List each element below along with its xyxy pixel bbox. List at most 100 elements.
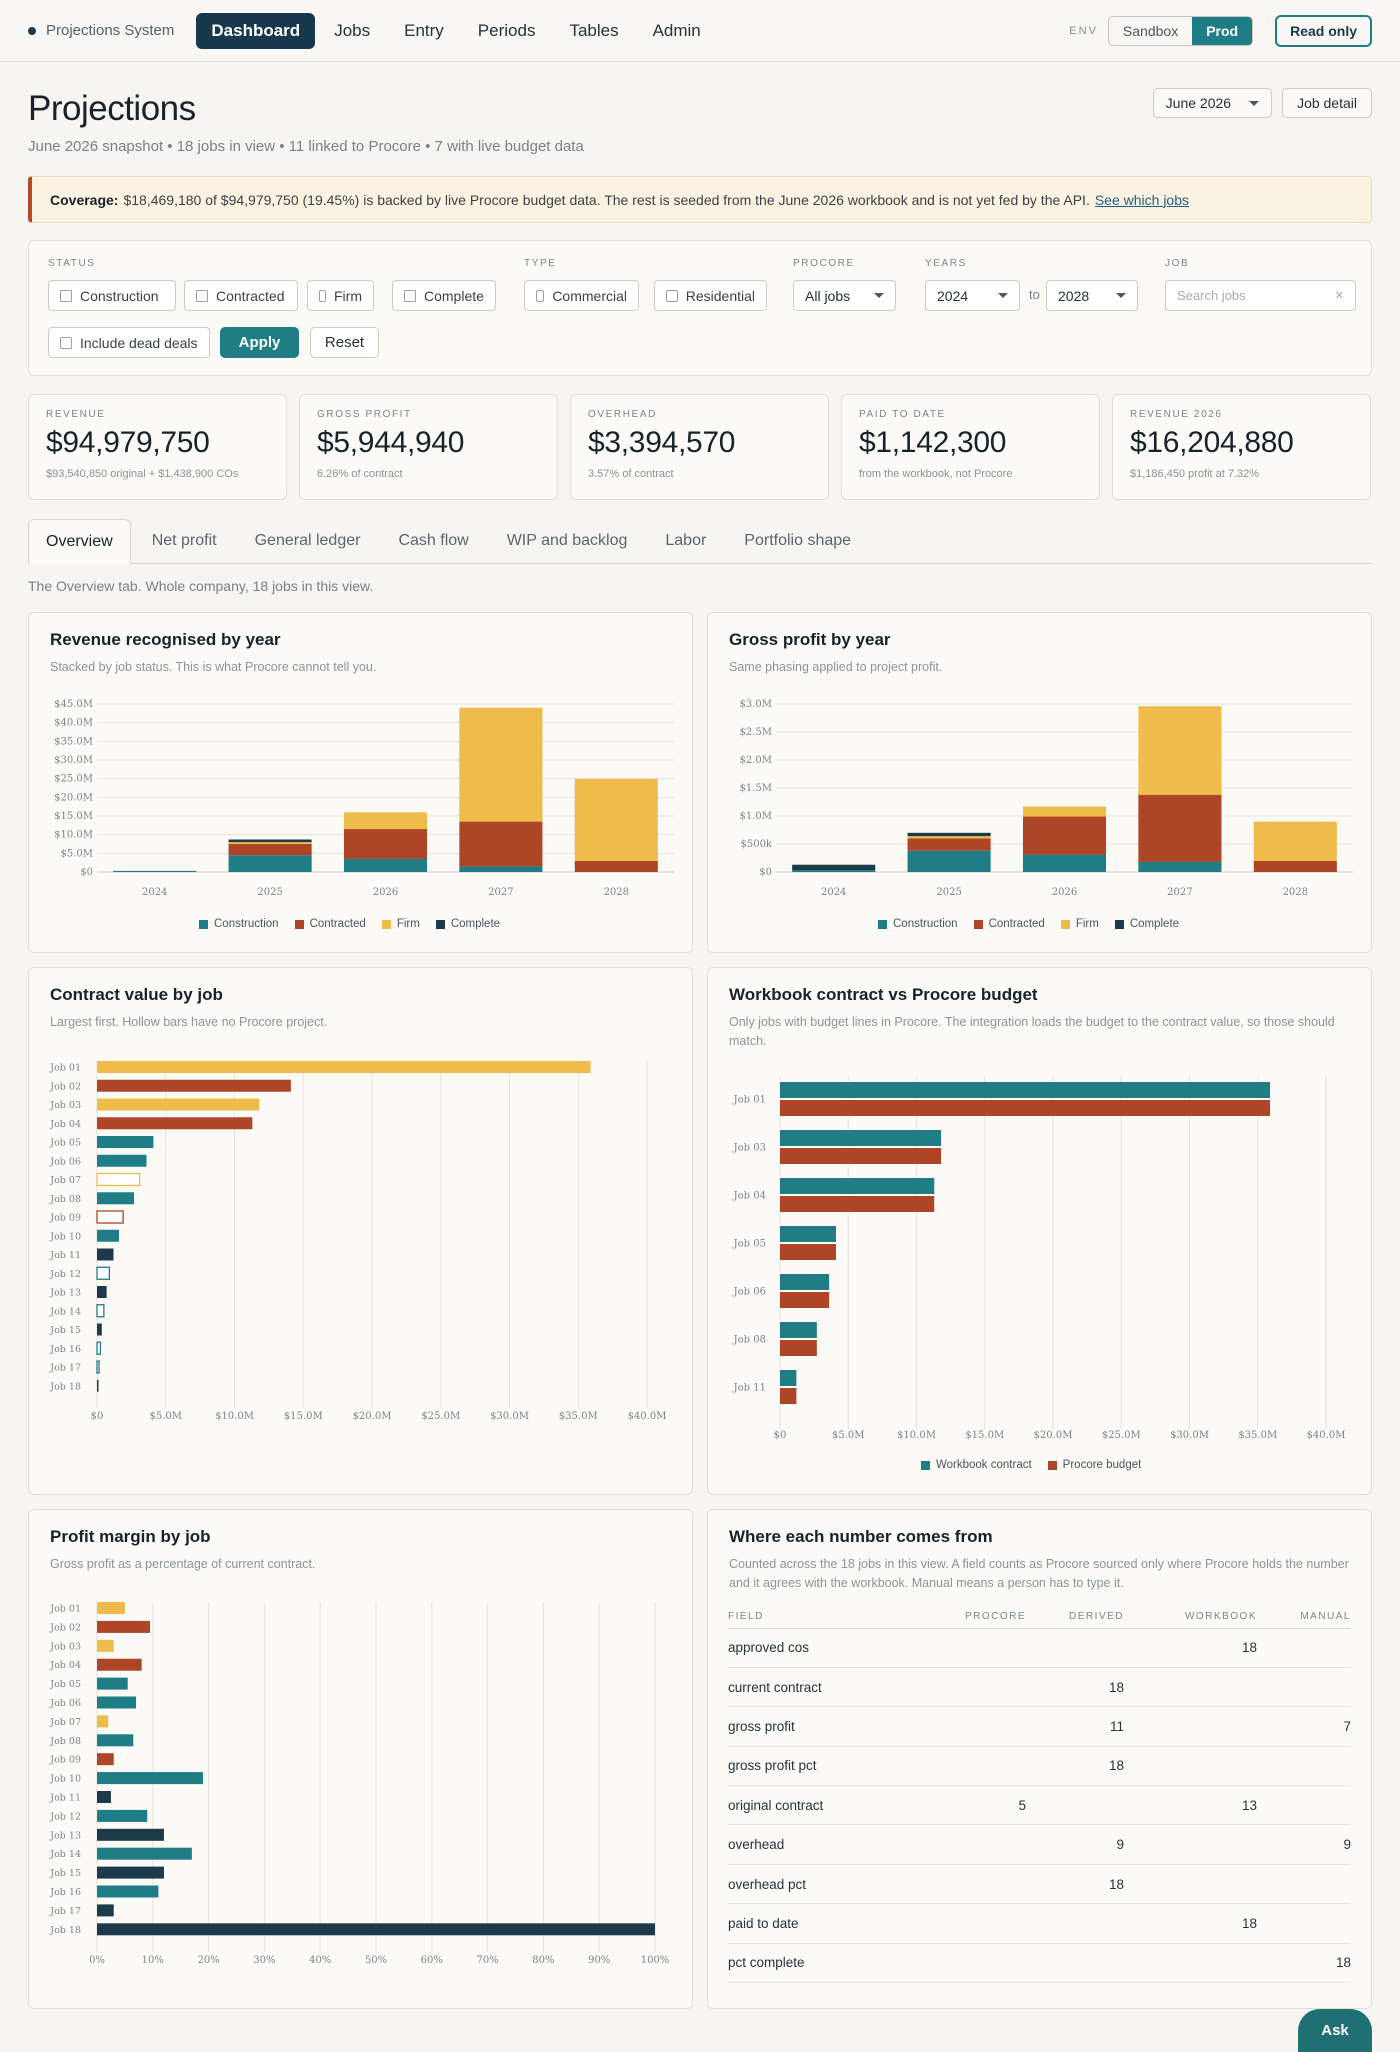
x-tick-label: 2024: [142, 887, 167, 898]
apply-button[interactable]: Apply: [220, 327, 299, 358]
x-tick-label: 2024: [821, 887, 846, 898]
env-sandbox-button[interactable]: Sandbox: [1122, 22, 1179, 39]
bar-construction: [113, 870, 197, 872]
legend-swatch: [199, 919, 208, 929]
x-tick-label: $10.0M: [897, 1430, 936, 1441]
kpi-gross-profit: GROSS PROFIT $5,944,940 6.26% of contrac…: [299, 394, 558, 500]
profit-margin-by-job-chart: 0% 10% 20% 30% 40% 50% 60% 70% 80% 90% 100% Job 01 J…: [49, 1602, 669, 1966]
y-tick-label: Job 13: [49, 1830, 81, 1841]
count-cell: [1257, 1746, 1351, 1787]
status-construction-label: Construction: [80, 287, 159, 304]
status-firm-checkbox[interactable]: Firm: [307, 280, 374, 311]
bar-firm: [1253, 821, 1337, 861]
count-cell: [1257, 1864, 1351, 1905]
ask-button[interactable]: Ask: [1298, 2009, 1372, 2052]
years-filter-label: YEARS: [925, 258, 967, 269]
workbook-vs-procore-chart: $0 $5.0M $10.0M $15.0M $20.0M $25.0M $30.0M $35…: [733, 1076, 1345, 1441]
year-from-select[interactable]: 2024: [925, 280, 1020, 311]
x-tick-label: 30%: [253, 1955, 275, 1966]
nav-dashboard[interactable]: Dashboard: [196, 12, 316, 49]
tab-general-ledger[interactable]: General ledger: [254, 532, 361, 549]
count-cell: [1257, 1667, 1351, 1708]
y-tick-label: $500k: [740, 839, 772, 850]
bar-complete: [228, 839, 312, 843]
type-residential-checkbox[interactable]: Residential: [654, 280, 767, 311]
y-tick-label: Job 17: [49, 1363, 81, 1374]
count-cell: 9: [1257, 1824, 1351, 1865]
read-only-button[interactable]: Read only: [1275, 14, 1372, 47]
count-cell: [918, 1746, 1026, 1787]
bar-firm: [459, 707, 543, 822]
bar-job-11: [97, 1791, 111, 1803]
legend-swatch: [1047, 1460, 1057, 1470]
procore-select[interactable]: All jobs: [793, 280, 896, 311]
x-tick-label: $15.0M: [284, 1411, 323, 1422]
bar-contracted: [907, 838, 991, 851]
status-complete-checkbox[interactable]: Complete: [392, 280, 496, 311]
job-detail-button[interactable]: Job detail: [1282, 88, 1372, 118]
tab-wip-backlog[interactable]: WIP and backlog: [506, 532, 628, 549]
brand[interactable]: Projections System: [28, 22, 174, 39]
nav-admin[interactable]: Admin: [652, 20, 701, 40]
y-tick-label: $2.5M: [739, 727, 772, 738]
type-commercial-label: Commercial: [552, 287, 627, 304]
x-tick-label: 0%: [89, 1955, 105, 1966]
type-filter-label: TYPE: [524, 258, 557, 269]
nav-tables[interactable]: Tables: [569, 20, 619, 40]
field-name-cell: gross profit: [728, 1706, 918, 1747]
count-cell: [918, 1864, 1026, 1905]
nav-jobs[interactable]: Jobs: [334, 20, 371, 40]
see-which-jobs-link[interactable]: See which jobs: [1094, 191, 1190, 208]
sources-table: FIELD PROCORE DERIVED WORKBOOK MANUAL ap…: [728, 1606, 1351, 1984]
x-tick-label: 2028: [604, 887, 629, 898]
reset-button[interactable]: Reset: [310, 327, 379, 358]
x-tick-label: 10%: [142, 1955, 164, 1966]
status-construction-checkbox[interactable]: Construction: [48, 280, 176, 311]
count-cell: 18: [1026, 1667, 1124, 1708]
env-prod-button[interactable]: Prod: [1192, 16, 1253, 45]
y-tick-label: $25.0M: [54, 774, 93, 785]
period-select[interactable]: June 2026: [1152, 88, 1273, 118]
chevron-down-icon: [874, 293, 884, 298]
y-tick-label: Job 05: [49, 1679, 81, 1690]
kpi-sub: 3.57% of contract: [588, 468, 674, 480]
tab-cash-flow[interactable]: Cash flow: [398, 532, 469, 549]
nav-periods[interactable]: Periods: [477, 20, 536, 40]
bar-job-07: [96, 1172, 141, 1187]
count-cell: [1257, 1903, 1351, 1944]
x-tick-label: $0: [91, 1411, 104, 1422]
bar-job-04: [97, 1117, 253, 1130]
contract-value-by-job-card: Contract value by job Largest first. Hol…: [28, 967, 693, 1495]
y-tick-label: Job 08: [49, 1194, 81, 1205]
year-to-select[interactable]: 2028: [1046, 280, 1138, 311]
status-contracted-checkbox[interactable]: Contracted: [184, 280, 298, 311]
type-commercial-checkbox[interactable]: Commercial: [524, 280, 639, 311]
clear-icon[interactable]: ✕: [1334, 290, 1344, 302]
tab-labor[interactable]: Labor: [665, 532, 707, 549]
field-name-cell: original contract: [728, 1785, 918, 1826]
tab-net-profit[interactable]: Net profit: [151, 532, 217, 549]
include-dead-deals-checkbox[interactable]: Include dead deals: [48, 327, 210, 358]
nav-entry[interactable]: Entry: [404, 20, 444, 40]
job-search-input[interactable]: Search jobs ✕: [1165, 280, 1356, 311]
y-tick-label: Job 16: [49, 1887, 81, 1898]
legend-label: Firm: [396, 918, 420, 930]
status-contracted-label: Contracted: [216, 287, 285, 304]
x-tick-label: $30.0M: [490, 1411, 529, 1422]
checkbox-icon: [60, 336, 72, 349]
bar-contracted: [228, 844, 312, 856]
kpi-label: PAID TO DATE: [859, 409, 946, 420]
legend-workbook-contract: Workbook contract: [921, 1459, 1032, 1471]
procore-select-value: All jobs: [805, 287, 851, 304]
table-row: paid to date 18: [728, 1903, 1351, 1944]
bar-job-03: [97, 1639, 114, 1652]
legend-contracted: Contracted: [973, 918, 1045, 930]
revenue-by-year-card: Revenue recognised by year Stacked by jo…: [28, 612, 693, 953]
tab-portfolio-shape[interactable]: Portfolio shape: [744, 532, 852, 549]
x-tick-label: 2026: [373, 887, 398, 898]
tab-overview[interactable]: Overview: [28, 519, 131, 564]
type-residential-label: Residential: [685, 287, 755, 304]
legend-procore-budget: Procore budget: [1047, 1459, 1141, 1471]
count-cell: 9: [1026, 1824, 1124, 1865]
kpi-sub: from the workbook, not Procore: [859, 468, 1013, 480]
